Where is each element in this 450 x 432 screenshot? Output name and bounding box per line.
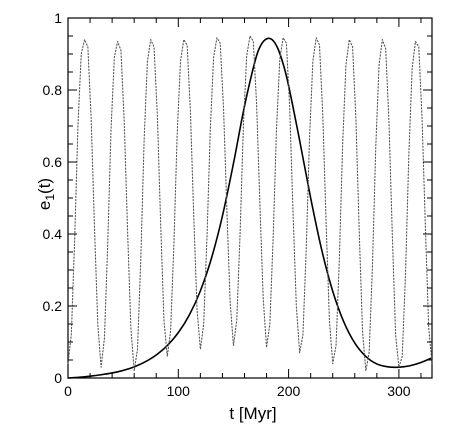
x-axis-title: t [Myr] [229,404,276,423]
y-axis-title-tail: (t) [35,178,54,194]
y-tick-label: 0.6 [43,154,63,170]
y-tick-label: 0 [54,370,62,386]
x-tick-label: 200 [277,383,301,399]
y-tick-label: 0.2 [43,298,63,314]
y-tick-label: 0.8 [43,82,63,98]
x-tick-label: 0 [64,383,72,399]
y-axis-title-subscript: 1 [43,194,57,201]
tick-marks [67,17,432,379]
x-tick-label: 100 [167,383,191,399]
tick-labels: 0 100 200 300 0 0.2 0.4 0.6 0.8 1 [43,10,411,399]
y-tick-label: 1 [54,10,62,26]
series-layer [67,35,433,379]
plot-frame [67,17,433,379]
x-tick-label: 300 [387,383,411,399]
plot-border [67,17,433,379]
y-axis-title-main: e [35,201,54,210]
series-line-dotted [67,35,433,372]
y-tick-label: 0.4 [43,226,63,242]
y-axis-title: e1(t) [35,178,57,210]
